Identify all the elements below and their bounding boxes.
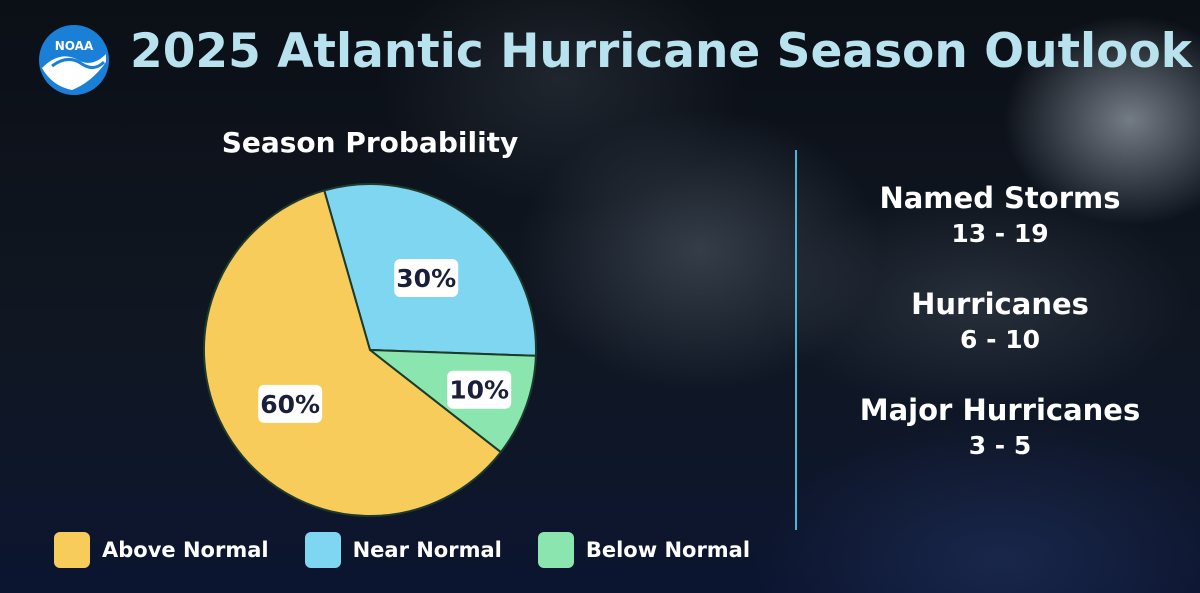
page-title: 2025 Atlantic Hurricane Season Outlook	[130, 24, 1192, 79]
noaa-logo: NOAA	[39, 25, 109, 95]
legend-label-near-normal: Near Normal	[352, 538, 502, 562]
legend-item-near-normal: Near Normal	[304, 532, 502, 568]
legend-label-below-normal: Below Normal	[585, 538, 751, 562]
stat-value-major-hurricanes: 3 - 5	[968, 431, 1032, 460]
pie-label-below-normal: 10%	[447, 370, 512, 409]
pie-label-text: 60%	[260, 390, 320, 419]
pie-chart: 30% 10% 60%	[203, 183, 537, 517]
pie-label-above-normal: 60%	[258, 384, 323, 423]
legend-swatch-below-normal	[537, 532, 574, 568]
stat-label-hurricanes: Hurricanes	[911, 287, 1089, 321]
stat-named-storms: Named Storms 13 - 19	[830, 178, 1170, 250]
chart-legend: Above Normal Near Normal Below Normal	[54, 532, 750, 568]
pie-label-box	[258, 384, 323, 423]
svg-text:NOAA: NOAA	[55, 39, 94, 53]
pie-label-text: 30%	[396, 264, 456, 293]
legend-item-below-normal: Below Normal	[537, 532, 751, 568]
chart-title: Season Probability	[221, 126, 519, 159]
stat-hurricanes: Hurricanes 6 - 10	[830, 284, 1170, 356]
pie-label-near-normal: 30%	[394, 259, 459, 298]
pie-label-box	[447, 370, 512, 409]
pie-label-box	[394, 259, 459, 298]
stat-major-hurricanes: Major Hurricanes 3 - 5	[830, 390, 1170, 462]
stat-value-named-storms: 13 - 19	[951, 219, 1049, 248]
legend-swatch-above-normal	[54, 532, 90, 568]
legend-label-above-normal: Above Normal	[102, 538, 269, 562]
stat-label-named-storms: Named Storms	[879, 181, 1121, 215]
season-stats: Named Storms 13 - 19 Hurricanes 6 - 10 M…	[830, 178, 1170, 496]
legend-item-above-normal: Above Normal	[54, 532, 269, 568]
pie-label-text: 10%	[449, 376, 509, 405]
stat-label-major-hurricanes: Major Hurricanes	[859, 393, 1141, 427]
stat-value-hurricanes: 6 - 10	[960, 325, 1040, 354]
legend-swatch-near-normal	[304, 532, 341, 568]
pie-slice-above-normal	[203, 189, 503, 517]
vertical-divider	[795, 150, 797, 530]
